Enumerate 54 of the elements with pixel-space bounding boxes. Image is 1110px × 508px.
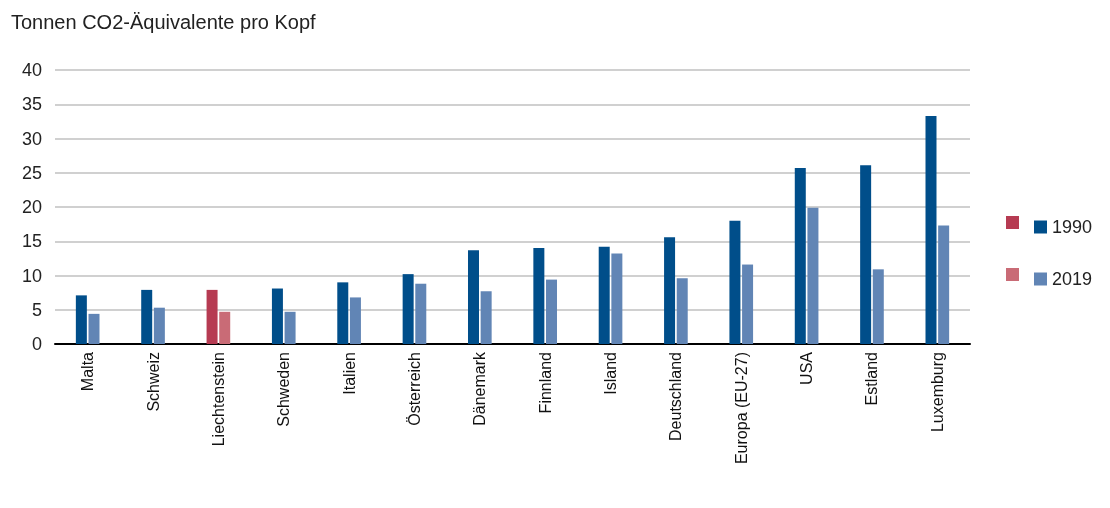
bar [271, 288, 283, 344]
bar [938, 225, 950, 344]
x-tick-label: Luxemburg [928, 352, 946, 433]
bar [860, 165, 872, 344]
bar [664, 237, 676, 344]
bar [794, 167, 806, 344]
bar [807, 207, 819, 344]
x-tick-label: USA [798, 351, 816, 385]
bar [415, 283, 427, 344]
bar [153, 307, 165, 344]
bar [546, 279, 557, 344]
bar [742, 264, 754, 344]
bar [872, 269, 884, 344]
x-tick-label: Malta [79, 351, 97, 392]
x-tick-label: Finnland [536, 352, 554, 414]
x-tick-label: Deutschland [667, 352, 685, 441]
legend-label: 2019 [1052, 269, 1093, 289]
bar [337, 282, 349, 344]
y-tick-label: 10 [21, 265, 42, 286]
x-tick-label: Dänemark [471, 351, 489, 426]
y-tick-label: 5 [31, 299, 42, 320]
bar [402, 274, 414, 344]
y-tick-label: 25 [21, 162, 42, 183]
y-tick-label: 0 [31, 334, 42, 354]
y-axis-title: Tonnen CO2-Äquivalente pro Kopf [11, 11, 317, 33]
bar [219, 311, 231, 344]
bar [729, 220, 741, 344]
y-tick-label: 15 [21, 231, 42, 252]
bar [480, 291, 492, 344]
legend-label: 1990 [1052, 217, 1093, 237]
bar [284, 311, 296, 344]
y-tick-label: 20 [21, 197, 42, 217]
bar [88, 313, 100, 344]
bar [206, 289, 218, 344]
y-tick-label: 30 [21, 128, 42, 149]
y-tick-label: 40 [21, 60, 42, 80]
bar [75, 295, 87, 344]
x-tick-label: Schweiz [144, 352, 162, 412]
bar [533, 248, 545, 344]
y-tick-label: 35 [21, 94, 42, 115]
bar [468, 250, 479, 344]
bar [611, 253, 623, 344]
x-tick-label: Italien [340, 352, 358, 395]
x-tick-label: Österreich [405, 352, 423, 426]
bar [676, 278, 688, 344]
x-tick-label: Estland [863, 352, 881, 406]
x-tick-label: Schweden [275, 352, 293, 427]
x-tick-label: Europa (EU-27) [732, 352, 750, 465]
x-tick-label: Island [602, 352, 620, 395]
bar [925, 115, 937, 344]
bar [598, 246, 610, 344]
x-tick-label: Liechtenstein [209, 352, 227, 447]
bar [141, 289, 153, 344]
bar [349, 297, 361, 344]
